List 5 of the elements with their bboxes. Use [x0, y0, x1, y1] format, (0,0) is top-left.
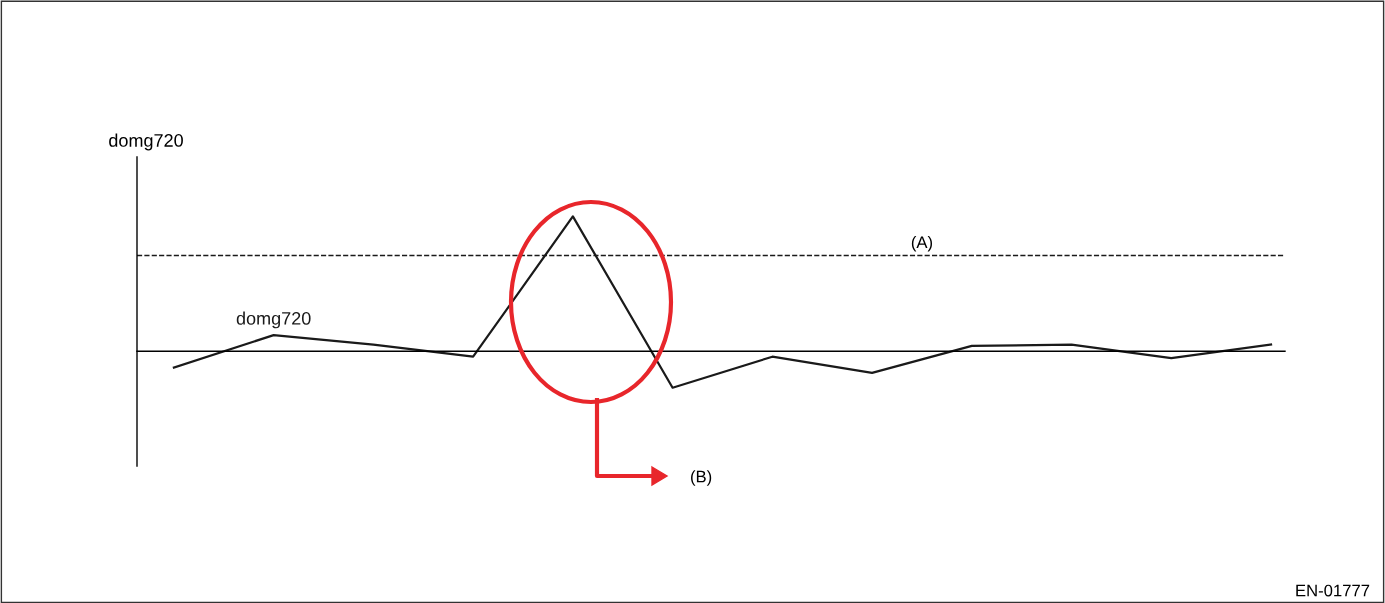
text: (B) [691, 470, 712, 486]
text: EN-01777 [1296, 584, 1370, 597]
series-label: domg720 [236, 311, 311, 329]
ref-line-label: (A) [911, 235, 933, 252]
y-axis-title: domg720 [109, 133, 183, 151]
